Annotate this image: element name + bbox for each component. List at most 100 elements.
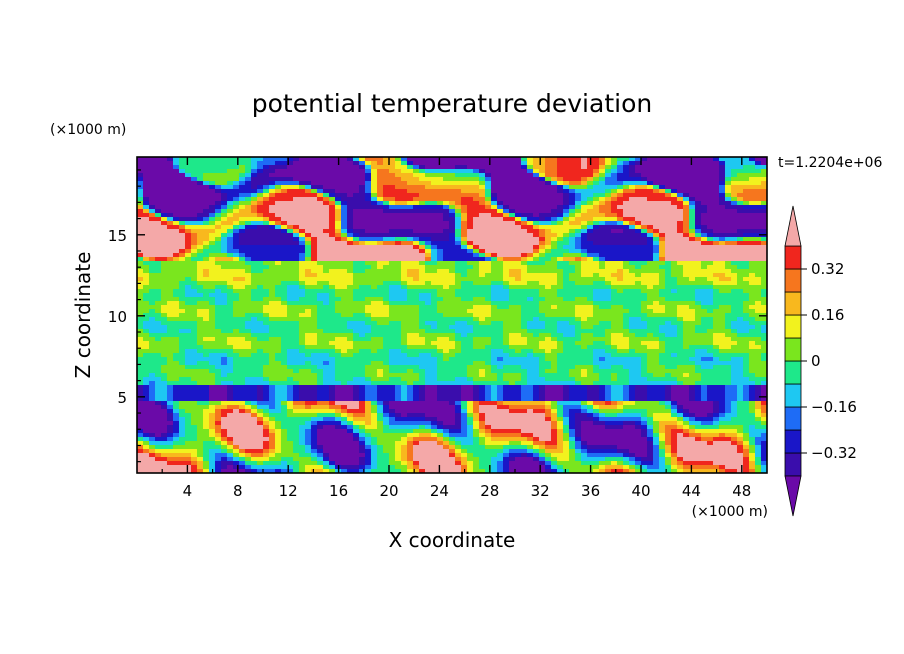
contour-cell — [197, 173, 204, 178]
contour-cell — [161, 217, 168, 222]
contour-cell — [743, 305, 750, 310]
contour-cell — [611, 301, 618, 306]
contour-cell — [473, 185, 480, 190]
contour-cell — [323, 201, 330, 206]
contour-cell — [161, 201, 168, 206]
contour-cell — [311, 309, 318, 314]
contour-cell — [179, 257, 186, 262]
contour-cell — [557, 157, 564, 162]
contour-cell — [383, 301, 390, 306]
contour-cell — [461, 341, 468, 346]
contour-cell — [431, 321, 438, 326]
contour-cell — [623, 229, 630, 234]
contour-cell — [197, 201, 204, 206]
contour-cell — [617, 273, 624, 278]
contour-cell — [539, 181, 546, 186]
contour-cell — [245, 237, 252, 242]
contour-cell — [521, 217, 528, 222]
contour-cell — [563, 197, 570, 202]
time-label: t=1.2204e+06 — [778, 155, 882, 171]
contour-cell — [743, 317, 750, 322]
contour-cell — [371, 213, 378, 218]
contour-cell — [239, 321, 246, 326]
contour-cell — [509, 221, 516, 226]
contour-cell — [317, 281, 324, 286]
contour-cell — [581, 205, 588, 210]
contour-cell — [413, 177, 420, 182]
contour-cell — [401, 265, 408, 270]
contour-cell — [275, 257, 282, 262]
contour-cell — [527, 181, 534, 186]
contour-cell — [449, 213, 456, 218]
contour-cell — [635, 253, 642, 258]
contour-cell — [293, 201, 300, 206]
contour-cell — [755, 285, 762, 290]
contour-cell — [647, 317, 654, 322]
contour-cell — [593, 301, 600, 306]
contour-cell — [467, 197, 474, 202]
contour-cell — [389, 333, 396, 338]
contour-cell — [257, 233, 264, 238]
contour-cell — [443, 309, 450, 314]
contour-cell — [389, 161, 396, 166]
contour-cell — [281, 241, 288, 246]
contour-cell — [413, 297, 420, 302]
contour-cell — [191, 177, 198, 182]
contour-cell — [623, 201, 630, 206]
contour-cell — [635, 281, 642, 286]
contour-cell — [275, 165, 282, 170]
contour-cell — [167, 289, 174, 294]
contour-cell — [149, 277, 156, 282]
contour-cell — [221, 193, 228, 198]
contour-cell — [581, 213, 588, 218]
contour-cell — [257, 333, 264, 338]
contour-cell — [317, 177, 324, 182]
contour-cell — [233, 257, 240, 262]
contour-cell — [521, 333, 528, 338]
contour-cell — [539, 309, 546, 314]
contour-cell — [719, 229, 726, 234]
contour-cell — [755, 217, 762, 222]
contour-cell — [197, 269, 204, 274]
contour-cell — [197, 297, 204, 302]
contour-cell — [479, 205, 486, 210]
contour-cell — [509, 237, 516, 242]
contour-cell — [137, 337, 144, 342]
contour-cell — [233, 285, 240, 290]
contour-cell — [341, 205, 348, 210]
contour-cell — [383, 201, 390, 206]
contour-cell — [629, 317, 636, 322]
contour-cell — [407, 201, 414, 206]
contour-cell — [425, 325, 432, 330]
contour-cell — [263, 341, 270, 346]
contour-cell — [197, 177, 204, 182]
contour-cell — [401, 209, 408, 214]
contour-cell — [365, 189, 372, 194]
contour-cell — [635, 169, 642, 174]
contour-cell — [413, 269, 420, 274]
contour-cell — [599, 257, 606, 262]
contour-cell — [731, 273, 738, 278]
contour-cell — [365, 225, 372, 230]
contour-cell — [251, 257, 258, 262]
contour-cell — [611, 321, 618, 326]
contour-cell — [605, 209, 612, 214]
contour-cell — [311, 321, 318, 326]
contour-cell — [677, 241, 684, 246]
contour-cell — [551, 221, 558, 226]
contour-cell — [617, 337, 624, 342]
contour-cell — [191, 217, 198, 222]
contour-cell — [317, 229, 324, 234]
contour-cell — [611, 201, 618, 206]
contour-cell — [689, 341, 696, 346]
contour-cell — [539, 341, 546, 346]
contour-cell — [437, 333, 444, 338]
contour-cell — [629, 181, 636, 186]
contour-cell — [215, 185, 222, 190]
contour-cell — [305, 253, 312, 258]
contour-cell — [257, 177, 264, 182]
contour-cell — [341, 177, 348, 182]
contour-cell — [749, 201, 756, 206]
contour-cell — [263, 345, 270, 350]
contour-cell — [629, 213, 636, 218]
